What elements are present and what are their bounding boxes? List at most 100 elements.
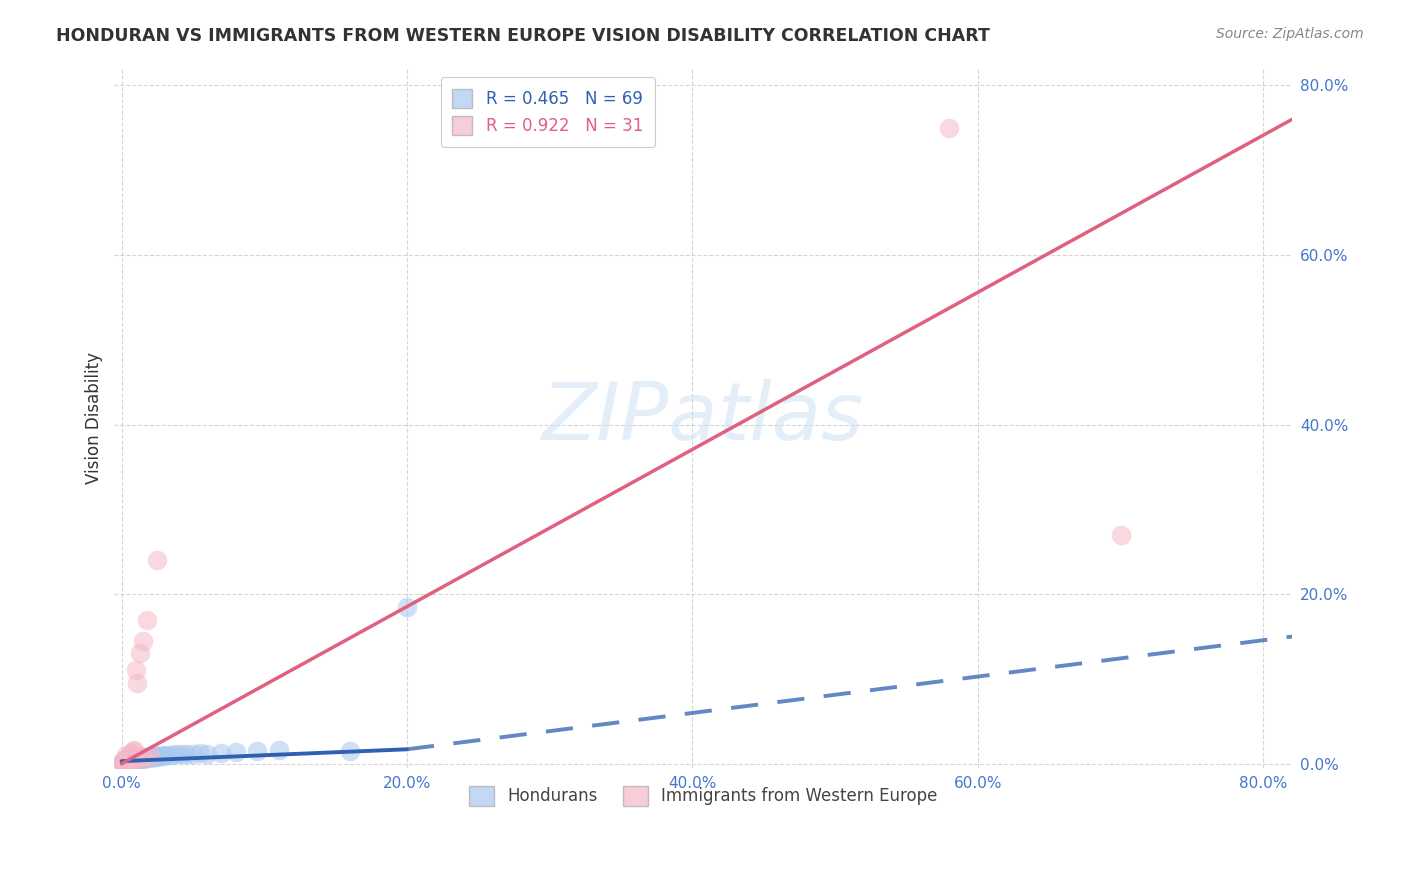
Point <box>118 752 141 766</box>
Point <box>188 746 211 760</box>
Point <box>124 752 146 766</box>
Point <box>112 753 135 767</box>
Point <box>118 754 141 768</box>
Point <box>114 755 136 769</box>
Point <box>129 751 152 765</box>
Point <box>129 647 152 661</box>
Point <box>174 747 197 761</box>
Point <box>153 749 176 764</box>
Point <box>156 748 179 763</box>
Point <box>225 745 247 759</box>
Point <box>117 753 139 767</box>
Point <box>938 120 960 135</box>
Point <box>114 754 136 768</box>
Point <box>124 743 146 757</box>
Text: ZIPatlas: ZIPatlas <box>543 379 865 458</box>
Point <box>135 751 157 765</box>
Point <box>112 754 135 768</box>
Point <box>122 751 145 765</box>
Legend: Hondurans, Immigrants from Western Europe: Hondurans, Immigrants from Western Europ… <box>458 776 948 815</box>
Point <box>1109 528 1132 542</box>
Point <box>139 750 162 764</box>
Point <box>122 752 145 766</box>
Point <box>114 755 136 769</box>
Point <box>181 747 204 761</box>
Point <box>148 749 170 764</box>
Point <box>111 756 134 770</box>
Point <box>128 751 150 765</box>
Point <box>112 755 135 769</box>
Point <box>114 752 136 766</box>
Point <box>170 747 193 762</box>
Point <box>120 752 142 766</box>
Point <box>132 751 155 765</box>
Point <box>246 744 269 758</box>
Point <box>128 751 150 765</box>
Point <box>131 751 153 765</box>
Point <box>145 749 167 764</box>
Point <box>136 750 159 764</box>
Point <box>125 664 148 678</box>
Point <box>146 750 169 764</box>
Point <box>136 613 159 627</box>
Point <box>111 754 134 768</box>
Point <box>127 751 149 765</box>
Point <box>395 599 418 614</box>
Point <box>122 744 145 758</box>
Point <box>132 633 155 648</box>
Point <box>120 753 142 767</box>
Point <box>129 752 152 766</box>
Point <box>124 753 146 767</box>
Point <box>138 751 160 765</box>
Point <box>121 754 143 768</box>
Point <box>122 753 145 767</box>
Point <box>118 755 141 769</box>
Text: Source: ZipAtlas.com: Source: ZipAtlas.com <box>1216 27 1364 41</box>
Point <box>121 753 143 767</box>
Point <box>118 753 141 767</box>
Point <box>131 750 153 764</box>
Point <box>120 754 142 768</box>
Point <box>141 750 163 764</box>
Point <box>132 750 155 764</box>
Point <box>117 754 139 768</box>
Point <box>211 746 233 760</box>
Point <box>131 750 153 764</box>
Point <box>195 747 218 761</box>
Point <box>125 753 148 767</box>
Point <box>125 752 148 766</box>
Point <box>128 752 150 766</box>
Point <box>111 755 134 769</box>
Point <box>267 743 290 757</box>
Point <box>134 750 156 764</box>
Point <box>112 755 135 769</box>
Point <box>139 749 162 764</box>
Point <box>127 676 149 690</box>
Point <box>117 755 139 769</box>
Point <box>120 747 142 761</box>
Point <box>111 756 134 770</box>
Point <box>134 751 156 765</box>
Text: HONDURAN VS IMMIGRANTS FROM WESTERN EUROPE VISION DISABILITY CORRELATION CHART: HONDURAN VS IMMIGRANTS FROM WESTERN EURO… <box>56 27 990 45</box>
Point <box>117 754 139 768</box>
Point <box>120 751 142 765</box>
Point <box>112 756 135 770</box>
Point <box>150 748 173 763</box>
Point <box>121 751 143 765</box>
Point <box>142 749 165 764</box>
Point <box>125 751 148 765</box>
Point <box>111 755 134 769</box>
Point <box>117 751 139 765</box>
Point <box>121 746 143 760</box>
Point <box>160 748 183 763</box>
Point <box>118 753 141 767</box>
Point <box>143 750 166 764</box>
Point <box>122 751 145 765</box>
Point <box>117 753 139 767</box>
Point <box>114 754 136 768</box>
Point <box>114 756 136 770</box>
Point <box>112 754 135 768</box>
Point <box>146 553 169 567</box>
Point <box>165 747 187 762</box>
Point <box>121 752 143 766</box>
